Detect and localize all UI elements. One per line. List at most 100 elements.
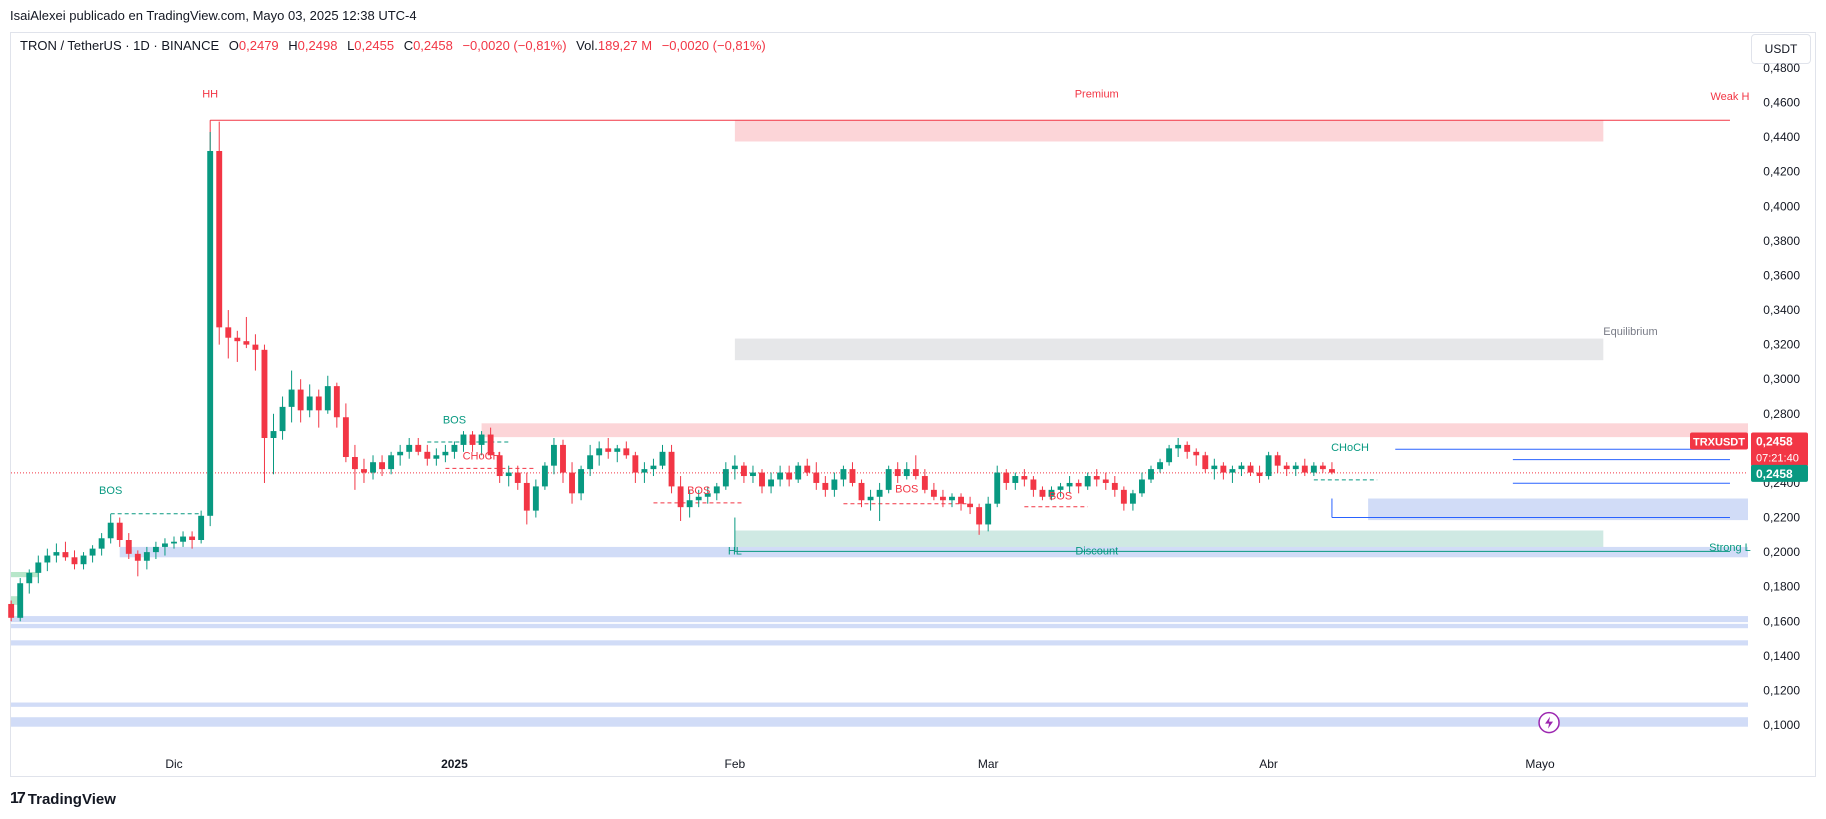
candle[interactable] bbox=[388, 455, 395, 470]
candle[interactable] bbox=[143, 552, 150, 561]
candle[interactable] bbox=[379, 462, 386, 470]
candle[interactable] bbox=[1057, 486, 1064, 490]
candle[interactable] bbox=[867, 496, 874, 501]
candle[interactable] bbox=[786, 472, 793, 480]
candle[interactable] bbox=[1220, 465, 1227, 473]
candle[interactable] bbox=[587, 455, 594, 470]
candle[interactable] bbox=[903, 469, 910, 477]
candle[interactable] bbox=[1139, 479, 1145, 494]
candle[interactable] bbox=[1238, 465, 1245, 470]
candle[interactable] bbox=[532, 486, 539, 511]
candle[interactable] bbox=[713, 486, 720, 494]
candle[interactable] bbox=[171, 541, 177, 544]
candle[interactable] bbox=[614, 448, 621, 452]
candle[interactable] bbox=[1175, 444, 1182, 449]
candle[interactable] bbox=[116, 522, 123, 541]
candle[interactable] bbox=[994, 472, 1001, 504]
candle[interactable] bbox=[804, 465, 811, 473]
candle[interactable] bbox=[759, 472, 765, 487]
chart-frame[interactable] bbox=[10, 32, 1816, 777]
candle[interactable] bbox=[152, 546, 159, 553]
candle[interactable] bbox=[162, 543, 168, 547]
candle[interactable] bbox=[1148, 469, 1154, 480]
candle[interactable] bbox=[514, 472, 521, 483]
candle[interactable] bbox=[605, 448, 612, 452]
candle[interactable] bbox=[858, 482, 865, 501]
candle[interactable] bbox=[1310, 465, 1317, 473]
symbol-name[interactable]: TRON / TetherUS · 1D · BINANCE bbox=[20, 38, 220, 53]
candle[interactable] bbox=[1229, 469, 1236, 473]
candle[interactable] bbox=[876, 489, 883, 497]
candle[interactable] bbox=[406, 444, 413, 452]
candle[interactable] bbox=[415, 444, 422, 452]
candle[interactable] bbox=[198, 515, 205, 541]
candle[interactable] bbox=[361, 469, 367, 473]
candle[interactable] bbox=[822, 482, 829, 490]
candle[interactable] bbox=[107, 522, 114, 539]
candle[interactable] bbox=[623, 448, 630, 456]
candle[interactable] bbox=[17, 583, 24, 618]
candle[interactable] bbox=[578, 469, 585, 494]
candle[interactable] bbox=[731, 465, 738, 470]
candle[interactable] bbox=[433, 455, 440, 459]
candle[interactable] bbox=[1283, 465, 1290, 470]
candle[interactable] bbox=[541, 465, 548, 487]
candle[interactable] bbox=[44, 555, 51, 563]
candle[interactable] bbox=[71, 557, 78, 565]
candle[interactable] bbox=[1129, 493, 1136, 504]
candle[interactable] bbox=[261, 349, 268, 438]
candle[interactable] bbox=[207, 150, 214, 516]
candle[interactable] bbox=[324, 386, 331, 411]
candle[interactable] bbox=[424, 451, 431, 459]
candle[interactable] bbox=[505, 472, 512, 477]
candle[interactable] bbox=[279, 406, 286, 432]
candle[interactable] bbox=[750, 472, 756, 477]
candle[interactable] bbox=[26, 572, 33, 584]
candle[interactable] bbox=[243, 341, 250, 345]
candle[interactable] bbox=[53, 552, 60, 556]
candle[interactable] bbox=[469, 434, 476, 445]
candle[interactable] bbox=[1265, 455, 1272, 477]
candle[interactable] bbox=[1003, 472, 1010, 483]
candle[interactable] bbox=[940, 496, 946, 501]
candle[interactable] bbox=[1328, 469, 1335, 473]
candle[interactable] bbox=[967, 503, 974, 508]
candle[interactable] bbox=[306, 396, 313, 411]
candle[interactable] bbox=[813, 472, 820, 483]
candle[interactable] bbox=[496, 455, 503, 477]
candle[interactable] bbox=[596, 448, 603, 456]
candle[interactable] bbox=[1193, 451, 1200, 456]
candle[interactable] bbox=[831, 479, 838, 490]
candle[interactable] bbox=[252, 344, 259, 350]
footer-logo[interactable]: 17 TradingView bbox=[10, 790, 116, 808]
candle[interactable] bbox=[351, 457, 358, 470]
candle[interactable] bbox=[1021, 476, 1028, 480]
candle[interactable] bbox=[1157, 462, 1163, 470]
candle[interactable] bbox=[894, 469, 901, 477]
candle[interactable] bbox=[921, 476, 928, 490]
candle[interactable] bbox=[569, 472, 575, 494]
candle[interactable] bbox=[125, 540, 132, 554]
candle[interactable] bbox=[1111, 482, 1118, 490]
candle[interactable] bbox=[777, 472, 784, 480]
candle[interactable] bbox=[659, 451, 666, 466]
candle[interactable] bbox=[1184, 444, 1191, 452]
candle[interactable] bbox=[288, 389, 295, 407]
candle[interactable] bbox=[333, 386, 340, 418]
candle[interactable] bbox=[668, 451, 675, 487]
candle[interactable] bbox=[885, 469, 892, 490]
currency-button[interactable]: USDT bbox=[1751, 34, 1811, 64]
candle[interactable] bbox=[1274, 455, 1281, 466]
candle[interactable] bbox=[722, 469, 729, 487]
candle[interactable] bbox=[315, 396, 322, 411]
candle[interactable] bbox=[677, 486, 684, 508]
candle[interactable] bbox=[1301, 465, 1308, 473]
candle[interactable] bbox=[189, 536, 196, 541]
candle[interactable] bbox=[949, 496, 955, 501]
candle[interactable] bbox=[695, 496, 702, 501]
candle[interactable] bbox=[370, 462, 376, 473]
candle[interactable] bbox=[342, 417, 349, 458]
candle[interactable] bbox=[180, 536, 186, 542]
candle[interactable] bbox=[912, 469, 919, 477]
